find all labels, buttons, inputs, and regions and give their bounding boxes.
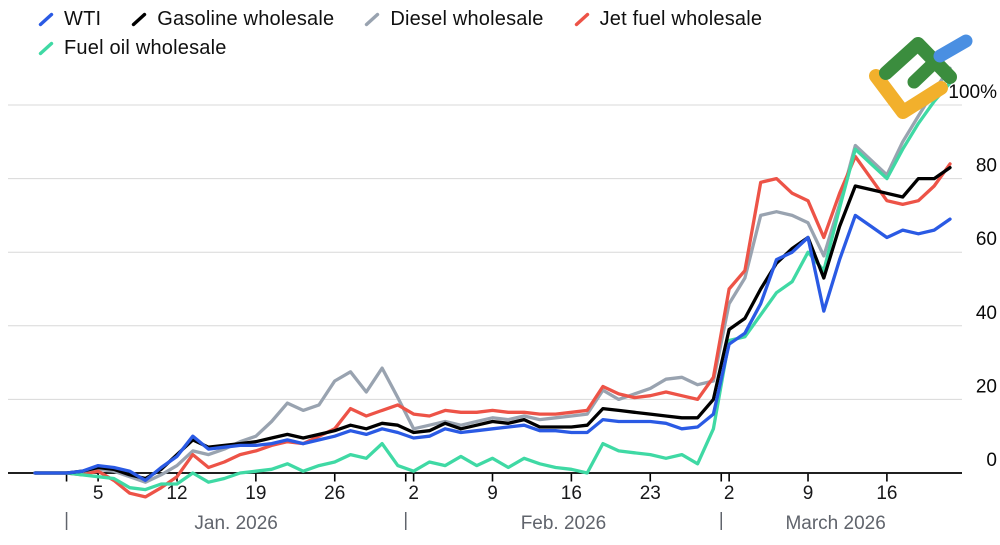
y-tick-label-80: 80 [976,156,997,177]
legend-line-marker-icon [365,12,380,26]
legend-item-jet-fuel-wholesale: Jet fuel wholesale [574,8,763,31]
y-tick-label-60: 60 [976,229,997,250]
y-tick-label-0: 0 [986,450,997,471]
legend-line-marker-icon [132,12,147,26]
series-line-fuel-oil-wholesale [33,81,952,492]
y-tick-label-20: 20 [976,376,997,397]
series-line-diesel-wholesale [33,66,952,484]
legend-row: WTI Gasoline wholesale Diesel wholesale Jet… [38,5,762,33]
chart-legend: WTI Gasoline wholesale Diesel wholesale Jet… [38,5,762,62]
x-tick-label: 16 [876,483,897,504]
legend-item-diesel-wholesale: Diesel wholesale [364,8,543,31]
x-tick-label: 2 [724,483,735,504]
x-tick-label: 19 [245,483,266,504]
legend-row: Fuel oil wholesale [38,34,762,62]
litefinance-logo-logo-blue-segment [933,34,973,63]
legend-item-gasoline-wholesale: Gasoline wholesale [131,8,334,31]
month-label-jan-2026: Jan. 2026 [194,513,277,534]
x-tick-label: 16 [561,483,582,504]
legend-item-label: Diesel wholesale [390,7,544,30]
month-label-feb-2026: Feb. 2026 [521,513,607,534]
series-line-wti [33,213,952,483]
series-line-jet-fuel-wholesale [33,154,952,499]
litefinance-logo-logo-yellow-check [869,69,948,119]
legend-item-label: Fuel oil wholesale [64,36,227,59]
legend-item-fuel-oil-wholesale: Fuel oil wholesale [38,37,227,60]
x-tick-label: 5 [93,483,104,504]
litefinance-logo-logo-green-bar [907,53,944,89]
legend-item-wti: WTI [38,8,101,31]
x-tick-label: 9 [487,483,498,504]
x-tick-label: 12 [166,483,187,504]
legend-item-label: Jet fuel wholesale [599,7,763,30]
legend-item-label: WTI [64,7,102,30]
x-tick-label: 9 [803,483,814,504]
legend-item-label: Gasoline wholesale [157,7,335,30]
y-tick-label-100: 100% [948,82,997,103]
month-label-march-2026: March 2026 [785,513,885,534]
legend-line-marker-icon [38,12,54,26]
legend-line-marker-icon [574,12,589,26]
x-tick-label: 23 [640,483,661,504]
x-tick-label: 26 [324,483,345,504]
y-tick-label-40: 40 [976,303,997,324]
legend-line-marker-icon [38,41,54,55]
x-tick-label: 2 [408,483,419,504]
